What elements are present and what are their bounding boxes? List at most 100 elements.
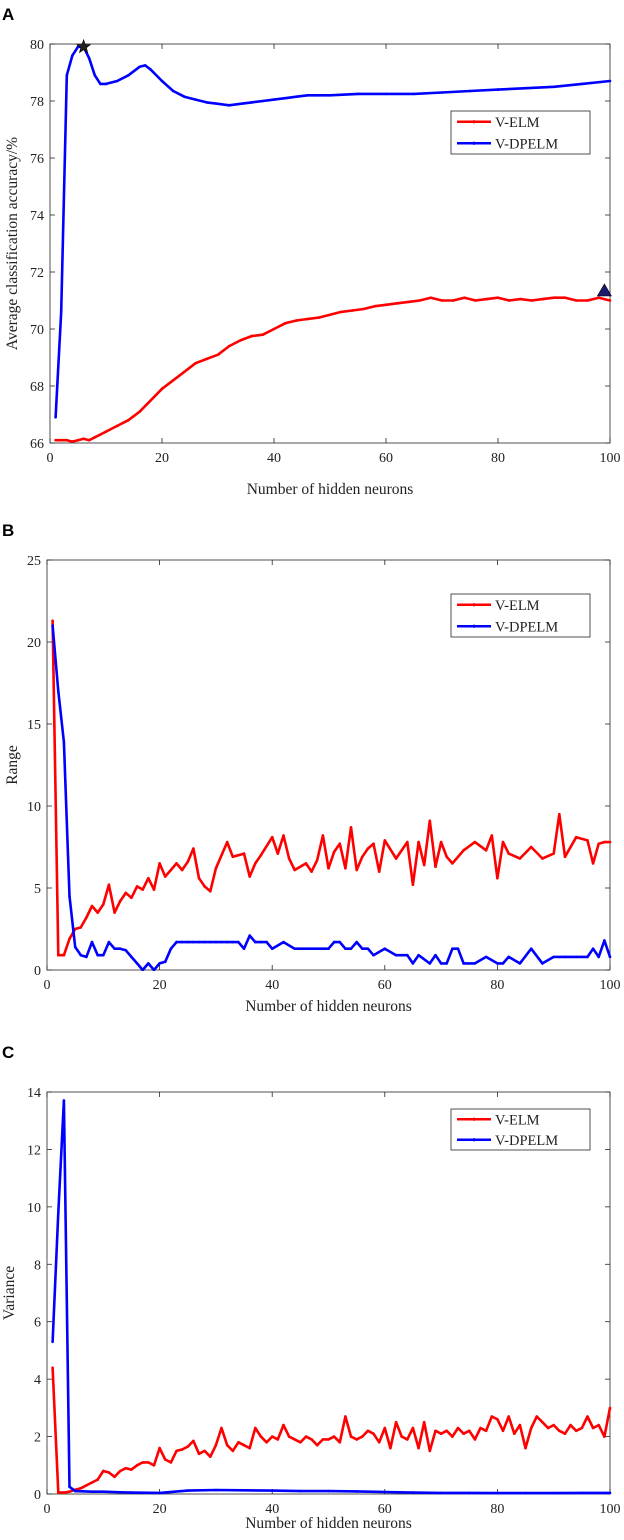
x-tick-label: 40 [267, 451, 281, 466]
data-point [169, 868, 173, 872]
data-point [315, 858, 319, 862]
data-point [57, 953, 60, 957]
data-point [152, 888, 156, 891]
data-point [79, 926, 83, 929]
data-point [214, 1443, 218, 1447]
data-point [158, 962, 161, 965]
panel-label-b: B [2, 521, 14, 540]
data-point [231, 1449, 235, 1453]
data-point [270, 1489, 274, 1492]
data-point [501, 840, 505, 844]
data-point [603, 1435, 606, 1438]
data-point [428, 1449, 432, 1453]
data-point [130, 1468, 133, 1471]
data-point [71, 440, 74, 443]
data-point [237, 1441, 240, 1444]
data-point [90, 904, 94, 908]
data-point [473, 962, 477, 965]
data-point [440, 91, 444, 94]
data-point [239, 339, 242, 342]
series-group [51, 624, 612, 971]
data-point [344, 947, 347, 950]
data-point [541, 962, 544, 965]
panel-label-a: A [2, 5, 14, 24]
data-point [183, 95, 186, 98]
data-point [434, 865, 437, 868]
data-point [372, 1432, 375, 1435]
data-point [102, 903, 105, 906]
x-tick-label: 40 [265, 1502, 279, 1517]
data-point [361, 855, 364, 859]
data-point [315, 947, 319, 950]
data-point [501, 1429, 505, 1433]
data-point [85, 955, 88, 959]
data-point [513, 1432, 516, 1435]
plot-frame [49, 43, 611, 444]
data-point [135, 962, 139, 965]
data-point [484, 1429, 488, 1433]
series-group [51, 1099, 612, 1495]
data-point [456, 1426, 460, 1430]
data-point [445, 855, 449, 859]
data-point [317, 94, 321, 97]
data-point [597, 842, 600, 845]
series-line-v-elm [51, 1367, 612, 1494]
data-point [107, 940, 111, 944]
data-point [250, 334, 253, 338]
y-axis-title: Variance [1, 1266, 18, 1320]
data-point [282, 1423, 285, 1427]
data-point [377, 1441, 381, 1444]
data-point [327, 1489, 330, 1493]
data-point [242, 1443, 246, 1447]
series-group [51, 1366, 612, 1494]
y-axis-title: Range [4, 745, 21, 785]
data-point [102, 1469, 105, 1473]
data-point [237, 853, 240, 857]
data-point [158, 1491, 161, 1495]
data-point [248, 1446, 251, 1450]
data-point [383, 947, 387, 950]
data-point [239, 102, 242, 106]
data-point [574, 955, 578, 959]
data-point [65, 438, 69, 442]
data-point [529, 1426, 533, 1430]
data-point [197, 876, 201, 880]
data-point [473, 840, 477, 844]
data-point [445, 962, 449, 965]
data-point [242, 947, 246, 950]
data-point [259, 853, 263, 857]
data-point [315, 1443, 319, 1447]
data-point [287, 1435, 291, 1438]
data-point [608, 299, 612, 302]
data-point [361, 947, 364, 950]
y-tick-label: 74 [30, 209, 44, 224]
data-point [355, 1490, 359, 1493]
data-point [394, 953, 398, 957]
data-point [186, 1489, 190, 1492]
triangle-marker [596, 283, 612, 297]
chart-c-svg: C 0 20 40 60 80 100 0 2 4 6 8 10 12 14 Number of hidde… [1, 1043, 621, 1532]
data-point [518, 1423, 522, 1427]
data-point [130, 1491, 133, 1494]
data-point [141, 888, 144, 891]
data-point [597, 1423, 600, 1427]
chart-panel-a: A 0 20 40 60 80 100 66 68 70 72 74 76 78 80 Number of … [0, 0, 624, 510]
series-group [54, 45, 612, 419]
data-point [327, 1438, 330, 1441]
data-point [130, 896, 133, 900]
x-tick-label: 100 [600, 978, 621, 993]
x-tick-label: 100 [600, 1502, 621, 1517]
data-point [90, 1490, 94, 1493]
y-tick-label: 14 [27, 1086, 41, 1101]
data-point [242, 852, 246, 855]
data-point [214, 1488, 218, 1492]
data-point [276, 1438, 280, 1441]
data-point [377, 870, 381, 873]
y-tick-label: 10 [27, 800, 41, 815]
data-point [87, 438, 91, 442]
data-point [231, 940, 235, 944]
data-point [51, 1366, 54, 1369]
data-point [451, 1435, 454, 1438]
legend-swatch-point [472, 141, 476, 145]
data-point [227, 104, 231, 107]
